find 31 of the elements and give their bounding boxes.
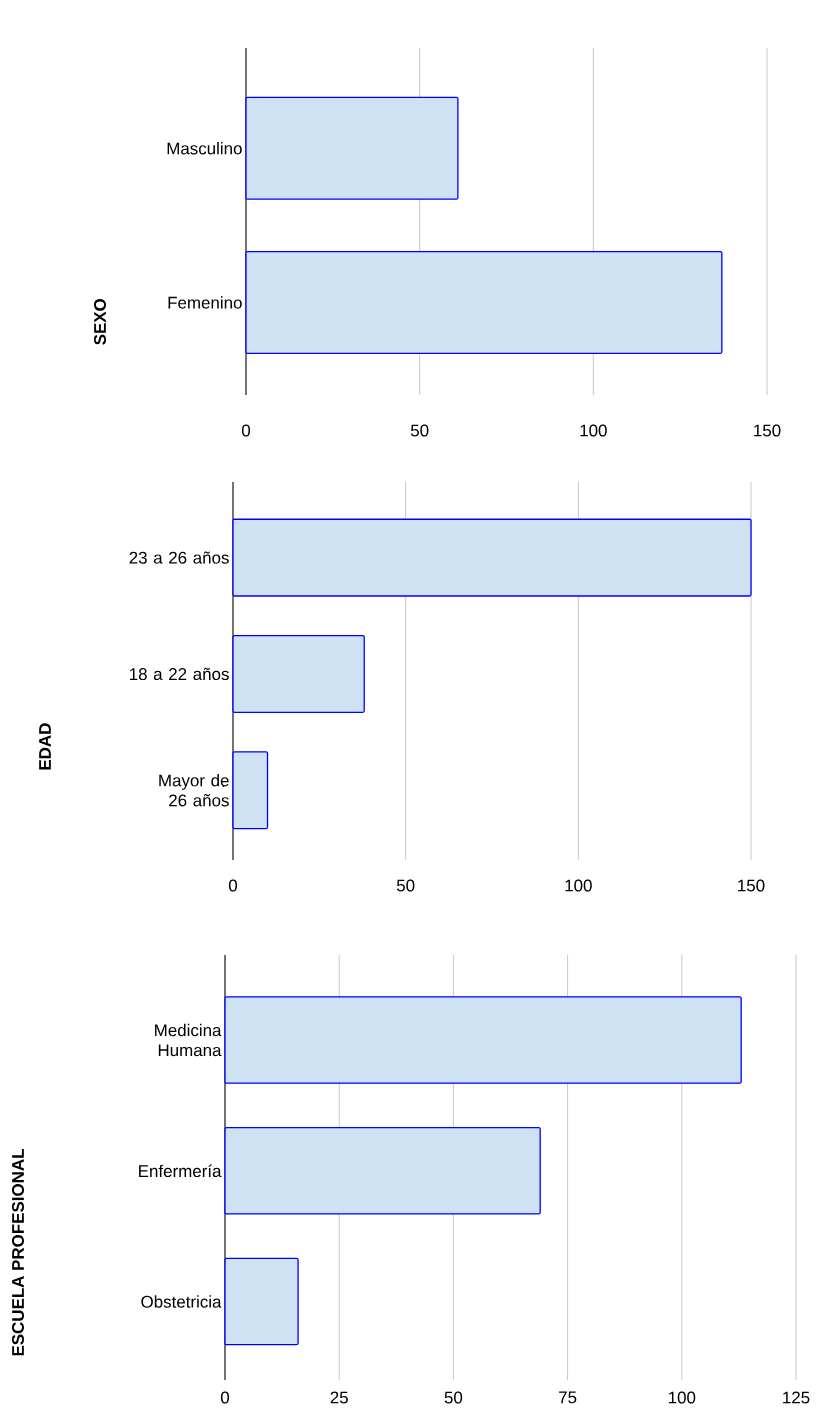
x-tick-label: 0	[241, 424, 251, 437]
bar	[224, 1126, 541, 1215]
bar	[232, 634, 365, 713]
x-tick-label: 75	[559, 1391, 577, 1404]
y-axis-title: EDAD	[39, 723, 51, 770]
x-tick-label: 150	[754, 424, 781, 437]
x-tick-label: 150	[738, 879, 765, 892]
y-tick-label: Medicina Humana	[155, 1023, 222, 1057]
x-tick-label: 100	[580, 424, 607, 437]
x-tick-label: 50	[396, 879, 415, 892]
x-tick-label: 50	[444, 1391, 463, 1404]
bar	[232, 751, 269, 830]
y-axis-title: ESCUELA PROFESIONAL	[12, 1149, 24, 1356]
x-tick-label: 50	[410, 424, 429, 437]
y-tick-label: 23 a 26 años	[129, 551, 229, 564]
bar	[224, 996, 742, 1084]
bar	[224, 1257, 299, 1346]
x-tick-label: 100	[668, 1391, 696, 1404]
y-tick-label: 18 a 22 años	[130, 667, 229, 681]
y-axis-title: SEXO	[94, 298, 106, 345]
x-tick-label: 0	[220, 1391, 230, 1404]
bar	[232, 518, 752, 597]
y-tick-label: Mayor de 26 años	[159, 774, 229, 807]
x-tick-label: 0	[228, 879, 238, 892]
y-tick-label: Enfermería	[139, 1164, 222, 1178]
x-tick-label: 125	[783, 1391, 810, 1404]
y-tick-label: Femenino	[168, 296, 242, 309]
x-tick-label: 25	[330, 1391, 348, 1404]
x-tick-label: 100	[565, 879, 592, 892]
y-tick-label: Obstetricia	[141, 1295, 222, 1308]
y-tick-label: Masculino	[167, 142, 242, 155]
